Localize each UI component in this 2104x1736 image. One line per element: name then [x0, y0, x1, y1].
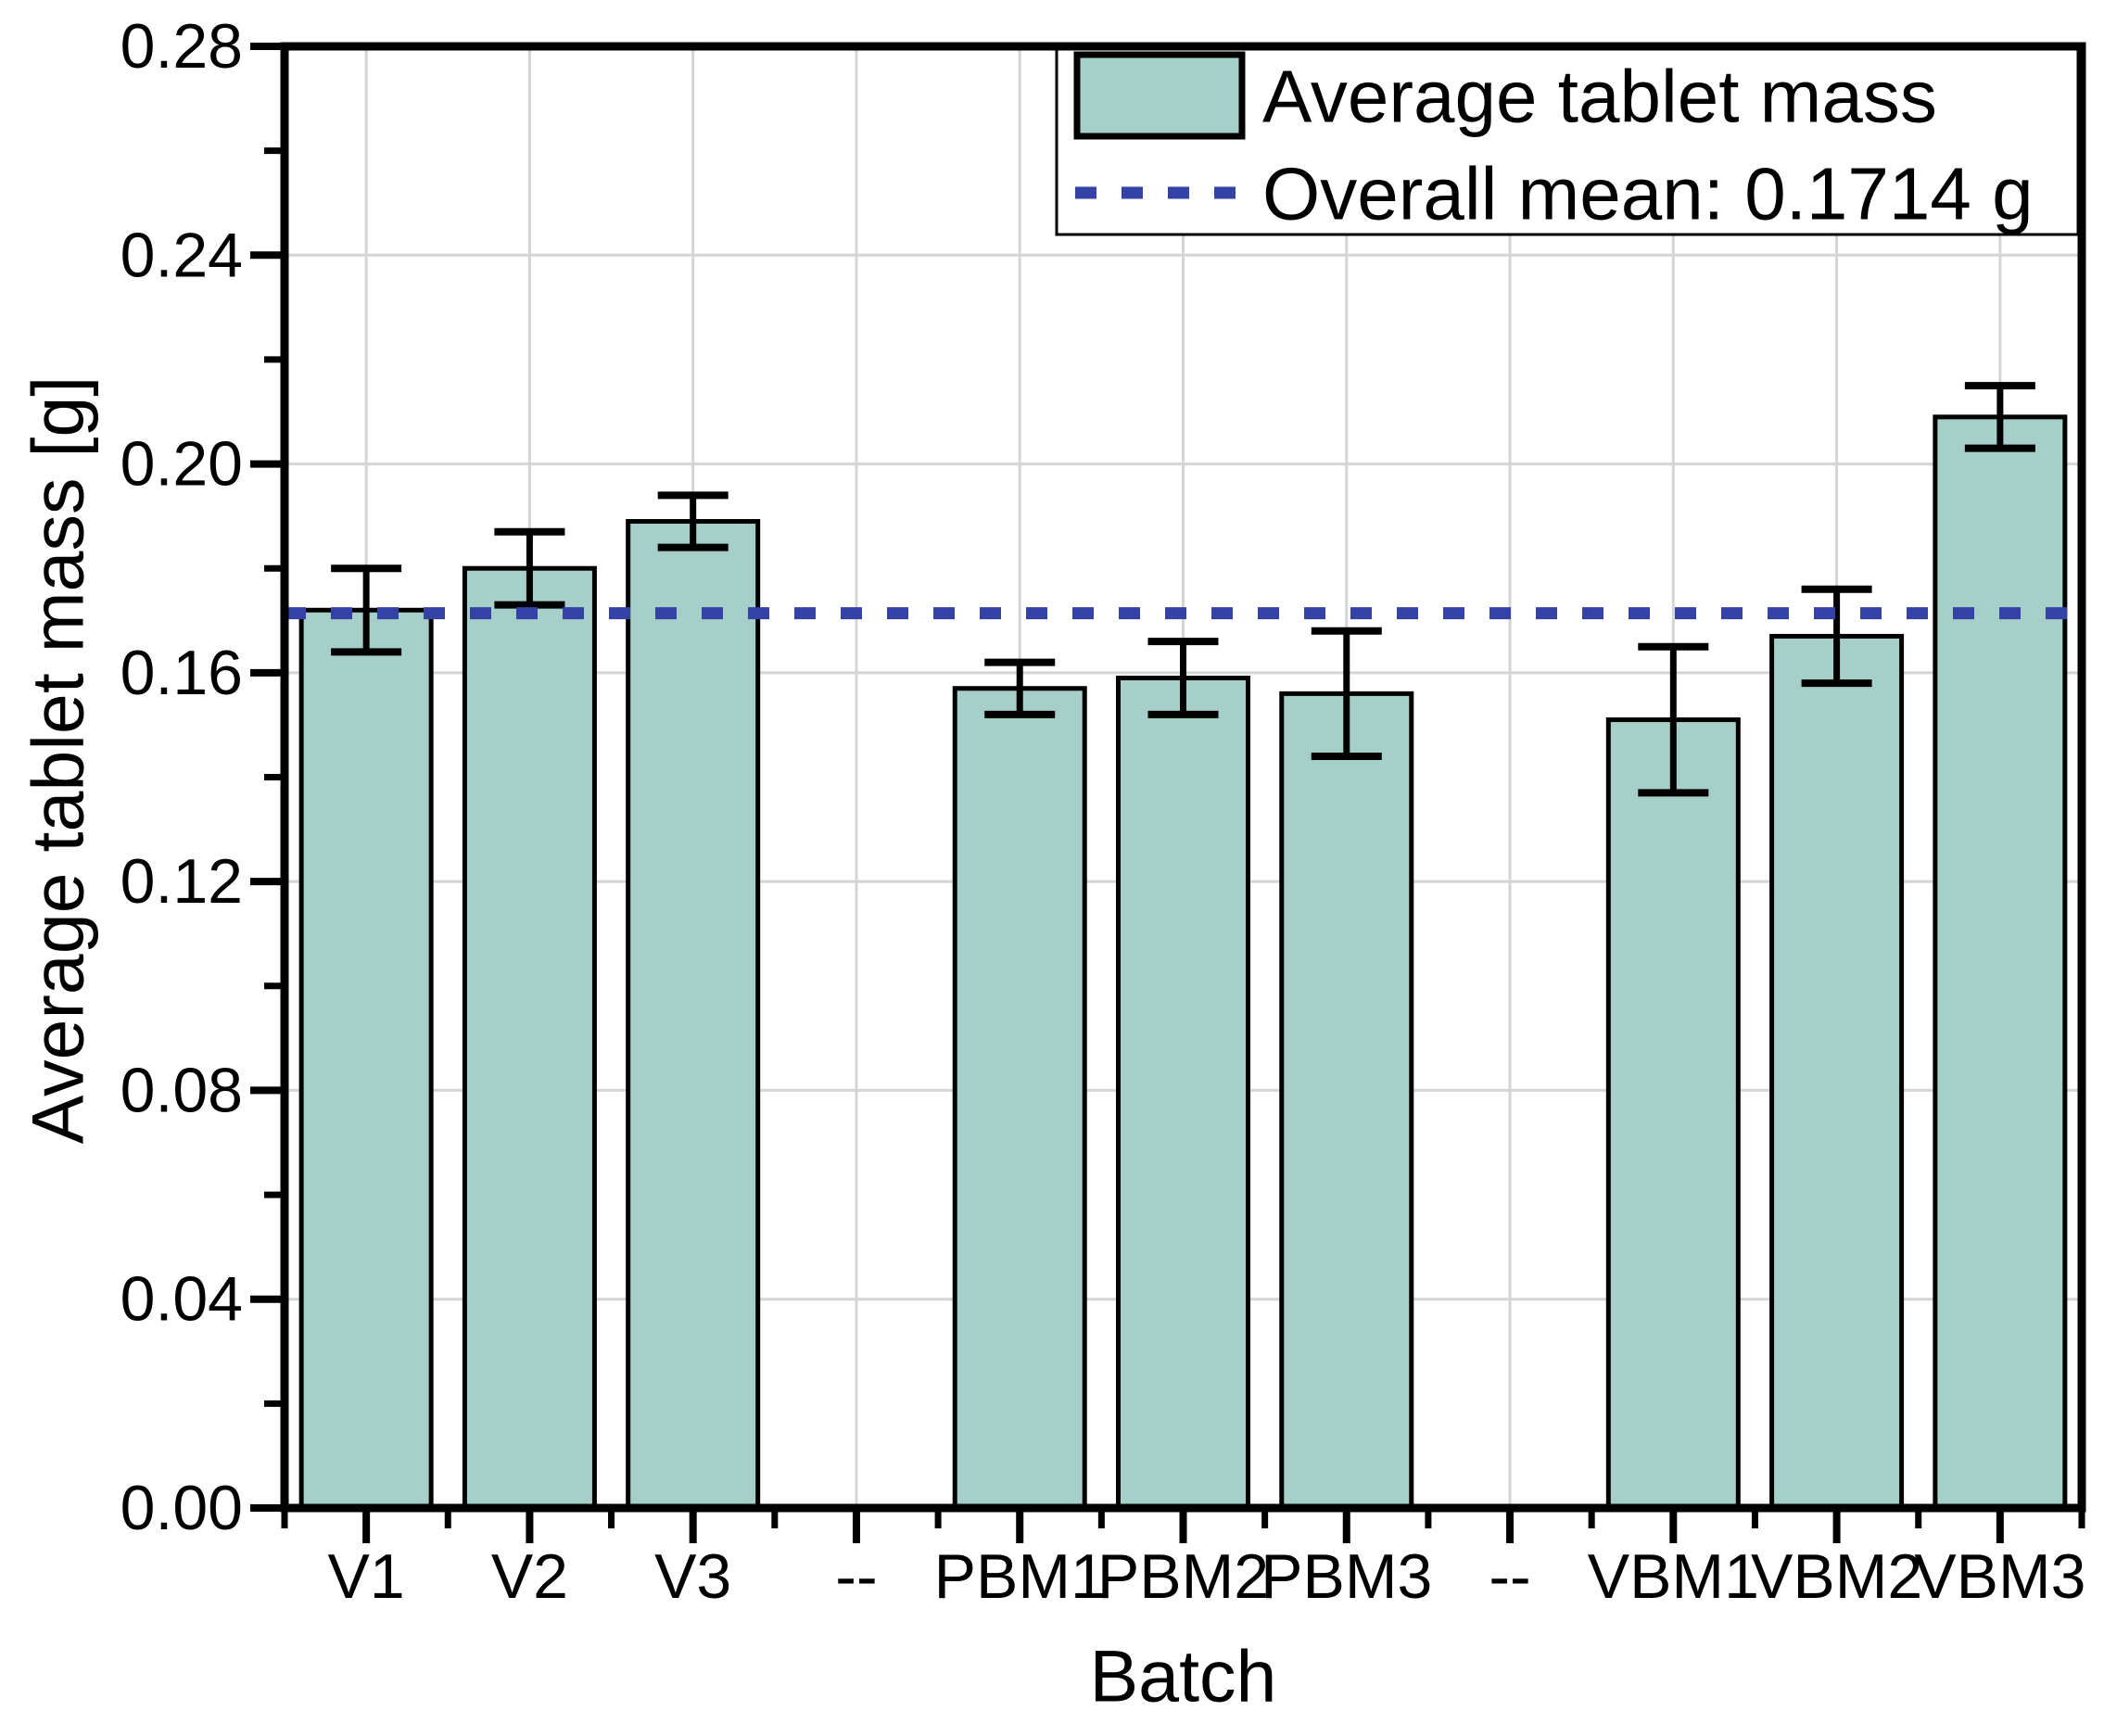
y-tick-label: 0.08 — [120, 1055, 243, 1125]
bar-PBM2 — [1116, 675, 1250, 1511]
error-bar-PBM2 — [1147, 638, 1219, 718]
y-tick-label: 0.28 — [120, 11, 243, 82]
x-tick-label: V3 — [654, 1541, 731, 1612]
bar-PBM3 — [1279, 691, 1414, 1511]
x-tick-label: PBM1 — [934, 1541, 1106, 1612]
error-bar-V1 — [331, 564, 402, 656]
axes-layer — [250, 42, 2086, 1543]
error-bar-V3 — [657, 491, 729, 551]
bar-V3 — [626, 519, 761, 1511]
bars-layer — [298, 414, 2068, 1511]
bar-VBM3 — [1933, 414, 2068, 1511]
y-axis-title: Average tablet mass [g] — [17, 376, 99, 1145]
bar-PBM1 — [952, 686, 1087, 1511]
y-tick-label: 0.04 — [120, 1264, 243, 1335]
error-bar-PBM1 — [984, 658, 1056, 718]
legend-bar-swatch — [1073, 51, 1246, 140]
error-bar-PBM3 — [1311, 627, 1382, 760]
y-tick-label: 0.16 — [120, 638, 243, 708]
x-tick-label: V2 — [491, 1541, 568, 1612]
legend-bar-label: Average tablet mass — [1262, 56, 1937, 138]
error-bar-V2 — [494, 527, 565, 609]
y-tick-label: 0.12 — [120, 846, 243, 917]
bar-V2 — [462, 565, 597, 1511]
error-bar-VBM2 — [1801, 585, 1872, 688]
legend-layer: Average tablet mass Overall mean: 0.1714 … — [1055, 44, 2080, 236]
y-tick-label: 0.24 — [120, 220, 243, 290]
labels-layer: 0.00 0.04 0.08 0.12 0.16 0.20 0.24 0.28 V1 V2 V3 --… — [17, 11, 2086, 1717]
bar-V1 — [298, 607, 434, 1511]
bar-VBM1 — [1605, 717, 1741, 1511]
x-tick-label: PBM2 — [1097, 1541, 1269, 1612]
x-tick-label: PBM3 — [1261, 1541, 1432, 1612]
x-axis-title: Batch — [1089, 1635, 1276, 1717]
x-tick-label: VBM2 — [1751, 1541, 1922, 1612]
x-tick-label: V1 — [328, 1541, 405, 1612]
y-tick-label: 0.20 — [120, 429, 243, 500]
legend-mean-label: Overall mean: 0.1714 g — [1262, 153, 2034, 235]
error-bar-VBM1 — [1638, 642, 1709, 797]
error-bar-VBM3 — [1964, 382, 2035, 452]
x-tick-label: -- — [835, 1541, 877, 1612]
y-tick-label: 0.00 — [120, 1473, 243, 1543]
bar-VBM2 — [1769, 633, 1905, 1511]
x-tick-label: VBM3 — [1914, 1541, 2085, 1612]
x-tick-label: VBM1 — [1588, 1541, 1759, 1612]
error-bars-layer — [331, 382, 2035, 797]
x-tick-label: -- — [1489, 1541, 1530, 1612]
